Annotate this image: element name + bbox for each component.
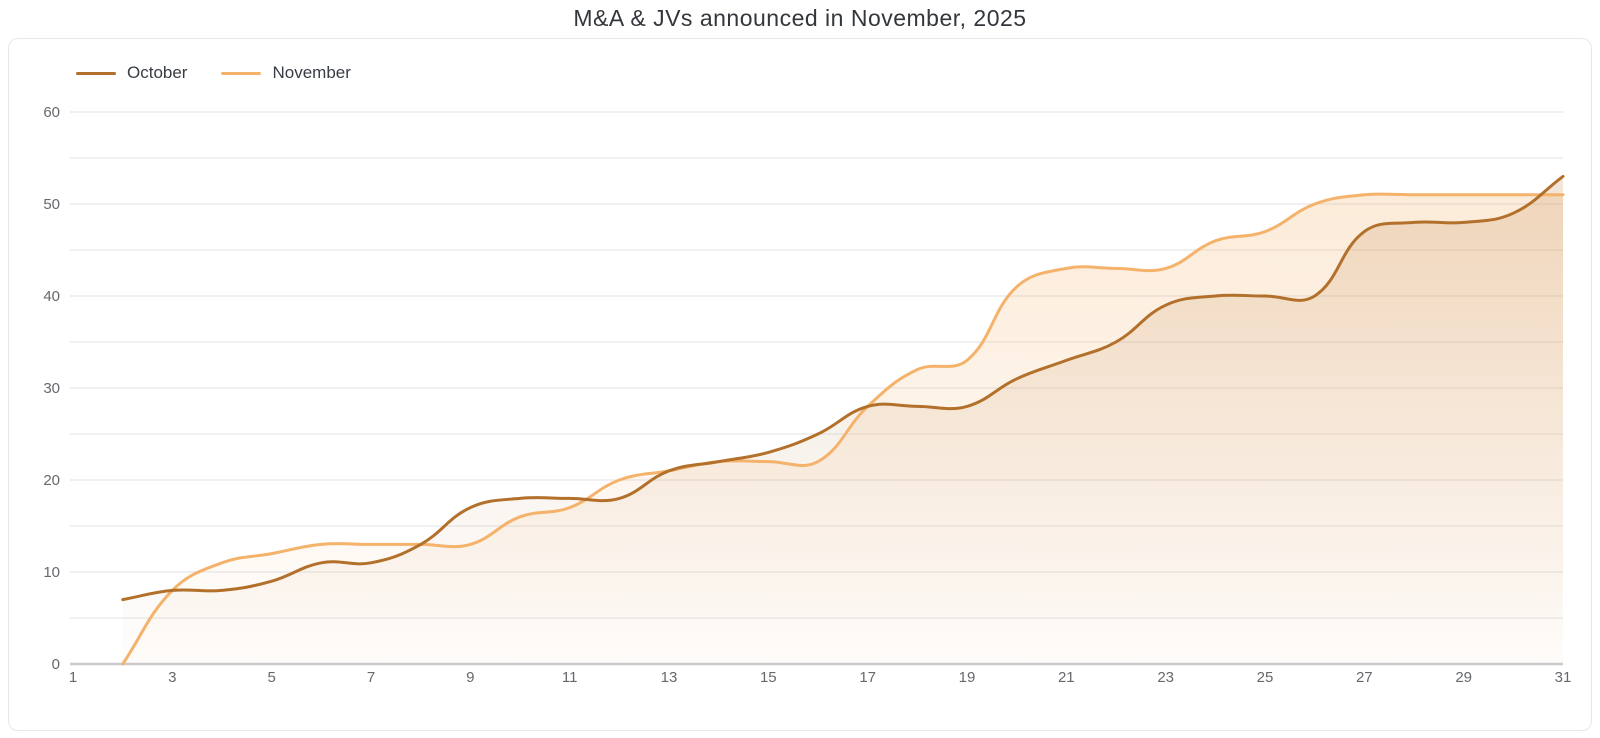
october-swatch-icon xyxy=(76,71,116,75)
october-line[interactable] xyxy=(121,174,1565,602)
chart-card xyxy=(8,38,1592,731)
legend-label-november: November xyxy=(272,63,351,82)
november-swatch-icon xyxy=(221,71,262,75)
november-line[interactable] xyxy=(121,192,1565,666)
chart-title: M&A & JVs announced in November, 2025 xyxy=(573,5,1027,31)
line-layer xyxy=(121,174,1565,666)
legend-item-november[interactable]: November xyxy=(221,63,351,83)
legend-label-october: October xyxy=(127,63,188,82)
legend-item-october[interactable]: October xyxy=(76,63,187,83)
chart-legend: October November xyxy=(76,63,351,83)
